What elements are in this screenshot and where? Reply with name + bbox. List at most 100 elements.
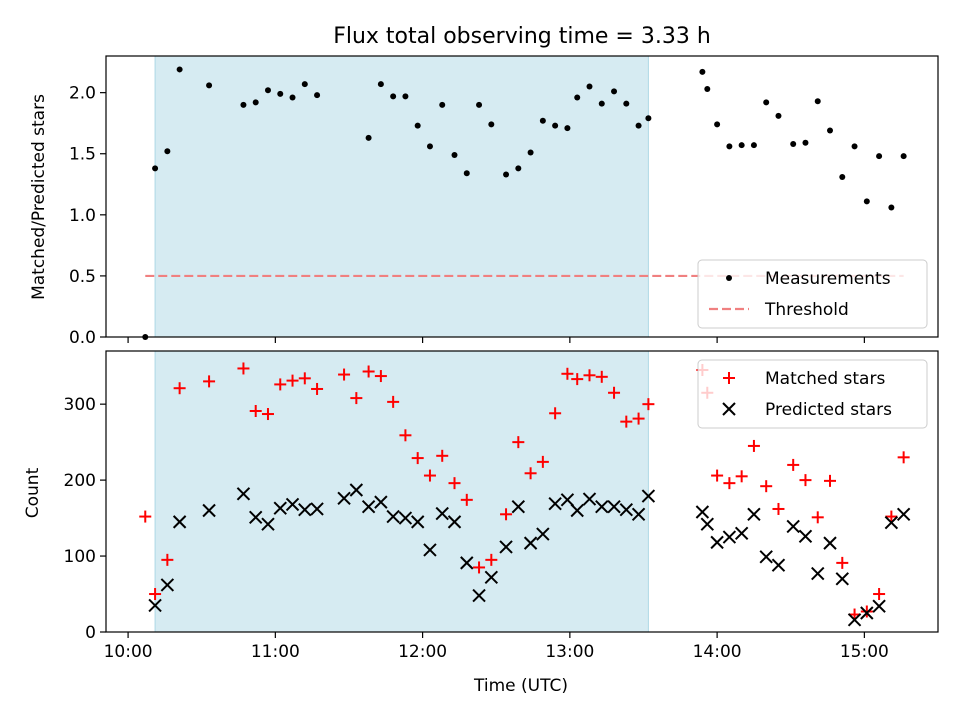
legend-item: Threshold	[709, 300, 849, 320]
data-point	[827, 127, 834, 134]
legend-label: Predicted stars	[765, 400, 892, 420]
legend-dot-swatch	[726, 275, 732, 281]
legend-label: Measurements	[765, 269, 891, 289]
x-marker-b	[722, 530, 737, 544]
data-point	[261, 408, 274, 421]
data-point	[536, 527, 550, 541]
data-point	[310, 502, 324, 516]
data-point	[811, 511, 824, 524]
data-point	[786, 519, 800, 534]
data-point	[261, 517, 275, 531]
data-point	[619, 503, 634, 517]
data-point	[472, 588, 486, 603]
data-point	[289, 94, 296, 101]
data-point	[574, 94, 581, 101]
data-point	[463, 170, 470, 177]
data-point	[695, 505, 710, 519]
x-marker-b	[435, 506, 449, 521]
data-point	[460, 493, 473, 506]
data-point	[249, 404, 262, 417]
bottom-legend: Matched stars Predicted stars	[697, 359, 928, 429]
data-point	[799, 474, 812, 487]
legend-item: Predicted stars	[722, 400, 892, 420]
data-point	[704, 85, 711, 92]
data-point	[552, 122, 559, 129]
top-shaded-span	[154, 55, 649, 338]
bottom-series-predicted-stars	[148, 483, 911, 627]
data-point	[402, 93, 409, 100]
data-point	[734, 526, 749, 540]
x-marker-b	[811, 566, 825, 581]
data-point	[148, 598, 162, 613]
data-point	[206, 82, 213, 89]
data-point	[503, 171, 510, 178]
x-axis-label: Time (UTC)	[473, 676, 568, 696]
data-point	[710, 535, 724, 550]
y-tick-label: 0	[85, 623, 96, 643]
data-point	[350, 392, 363, 405]
x-tick-label: 12:00	[398, 642, 447, 662]
data-point	[277, 90, 284, 97]
x-marker-b	[619, 503, 634, 517]
x-marker-b	[786, 519, 800, 534]
y-tick-label: 0.5	[69, 267, 96, 287]
data-point	[314, 92, 321, 99]
bottom-y-axis-label: Count	[23, 467, 43, 518]
data-point	[823, 536, 837, 550]
bottom-axes-frame	[105, 350, 939, 633]
x-marker-b	[236, 487, 251, 501]
x-marker-b	[511, 499, 526, 514]
data-point	[635, 122, 642, 129]
data-point	[423, 543, 437, 557]
y-tick-label: 2.0	[69, 84, 96, 104]
data-point	[714, 121, 721, 128]
data-point	[611, 88, 618, 95]
x-marker-b	[710, 535, 724, 550]
x-marker-b	[447, 515, 462, 529]
legend-label: Matched stars	[765, 369, 885, 389]
data-point	[176, 66, 183, 73]
data-point	[236, 487, 251, 501]
data-point	[411, 452, 424, 465]
data-point	[595, 370, 608, 383]
x-tick-label: 10:00	[104, 642, 153, 662]
data-point	[811, 566, 825, 581]
x-marker-b	[896, 507, 911, 521]
data-point	[172, 515, 187, 529]
data-point	[386, 509, 400, 524]
data-point	[608, 386, 621, 399]
data-point	[722, 530, 737, 544]
data-point	[436, 449, 449, 462]
data-point	[301, 81, 308, 88]
top-axes-frame	[105, 55, 939, 338]
x-marker-b	[423, 543, 437, 557]
data-point	[202, 503, 216, 518]
data-point	[152, 165, 159, 172]
data-point	[173, 382, 186, 395]
data-point	[560, 493, 575, 507]
x-marker-b	[582, 492, 597, 506]
data-point	[847, 613, 862, 627]
data-point	[410, 515, 425, 529]
data-point	[524, 467, 537, 480]
x-marker-b	[160, 578, 175, 592]
data-point	[876, 153, 883, 160]
data-point	[549, 407, 562, 420]
data-point	[607, 499, 621, 514]
x-marker-b	[860, 606, 874, 620]
data-point	[571, 373, 584, 386]
x-marker-b	[734, 526, 749, 540]
data-point	[311, 382, 324, 395]
data-point	[548, 496, 562, 511]
data-point	[536, 455, 549, 468]
data-point	[527, 149, 534, 156]
data-point	[500, 508, 513, 521]
x-marker-b	[747, 507, 761, 521]
legend-label: Threshold	[764, 300, 849, 320]
data-point	[642, 398, 655, 411]
x-marker-b	[410, 515, 425, 529]
data-point	[863, 198, 870, 205]
y-tick-label: 200	[64, 471, 96, 491]
data-point	[499, 540, 513, 554]
legend-box	[697, 259, 928, 329]
